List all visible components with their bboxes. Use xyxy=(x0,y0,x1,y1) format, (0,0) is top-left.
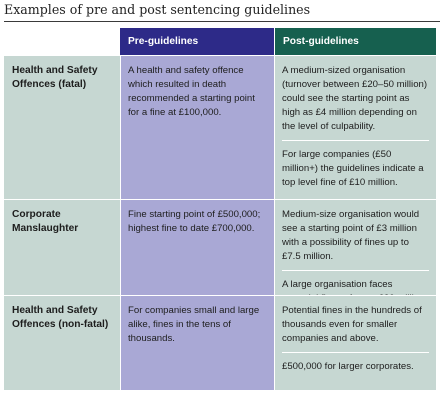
column-header-post-guidelines: Post-guidelines xyxy=(274,28,436,56)
post-guidelines-paragraph: Medium-size organisation would see a sta… xyxy=(282,209,420,262)
post-guidelines-paragraph: £500,000 for larger corporates. xyxy=(282,352,429,374)
post-guidelines-cell-non-fatal: Potential fines in the hundreds of thous… xyxy=(274,296,436,390)
pre-guidelines-cell-non-fatal: For companies small and large alike, fin… xyxy=(120,296,274,390)
post-guidelines-cell-manslaughter: Medium-size organisation would see a sta… xyxy=(274,200,436,296)
post-guidelines-paragraph: A medium-sized organisation (turnover be… xyxy=(282,65,428,132)
header-corner-cell xyxy=(4,28,120,56)
pre-guidelines-cell-manslaughter: Fine starting point of £500,000; highest… xyxy=(120,200,274,296)
row-header-non-fatal-offences: Health and Safety Offences (non-fatal) xyxy=(4,296,120,390)
pre-guidelines-cell-fatal: A health and safety offence which result… xyxy=(120,56,274,200)
page-title: Examples of pre and post sentencing guid… xyxy=(4,2,311,17)
post-guidelines-paragraph: For large companies (£50 million+) the g… xyxy=(282,140,429,190)
post-guidelines-paragraph: A large organisation faces potential fin… xyxy=(282,270,429,295)
column-header-pre-guidelines: Pre-guidelines xyxy=(120,28,274,56)
row-header-fatal-offences: Health and Safety Offences (fatal) xyxy=(4,56,120,200)
post-guidelines-cell-fatal: A medium-sized organisation (turnover be… xyxy=(274,56,436,200)
post-guidelines-paragraph: Potential fines in the hundreds of thous… xyxy=(282,305,422,344)
row-header-corporate-manslaughter: Corporate Manslaughter xyxy=(4,200,120,296)
guidelines-table: Pre-guidelines Post-guidelines Health an… xyxy=(4,28,436,390)
title-divider xyxy=(4,21,440,22)
